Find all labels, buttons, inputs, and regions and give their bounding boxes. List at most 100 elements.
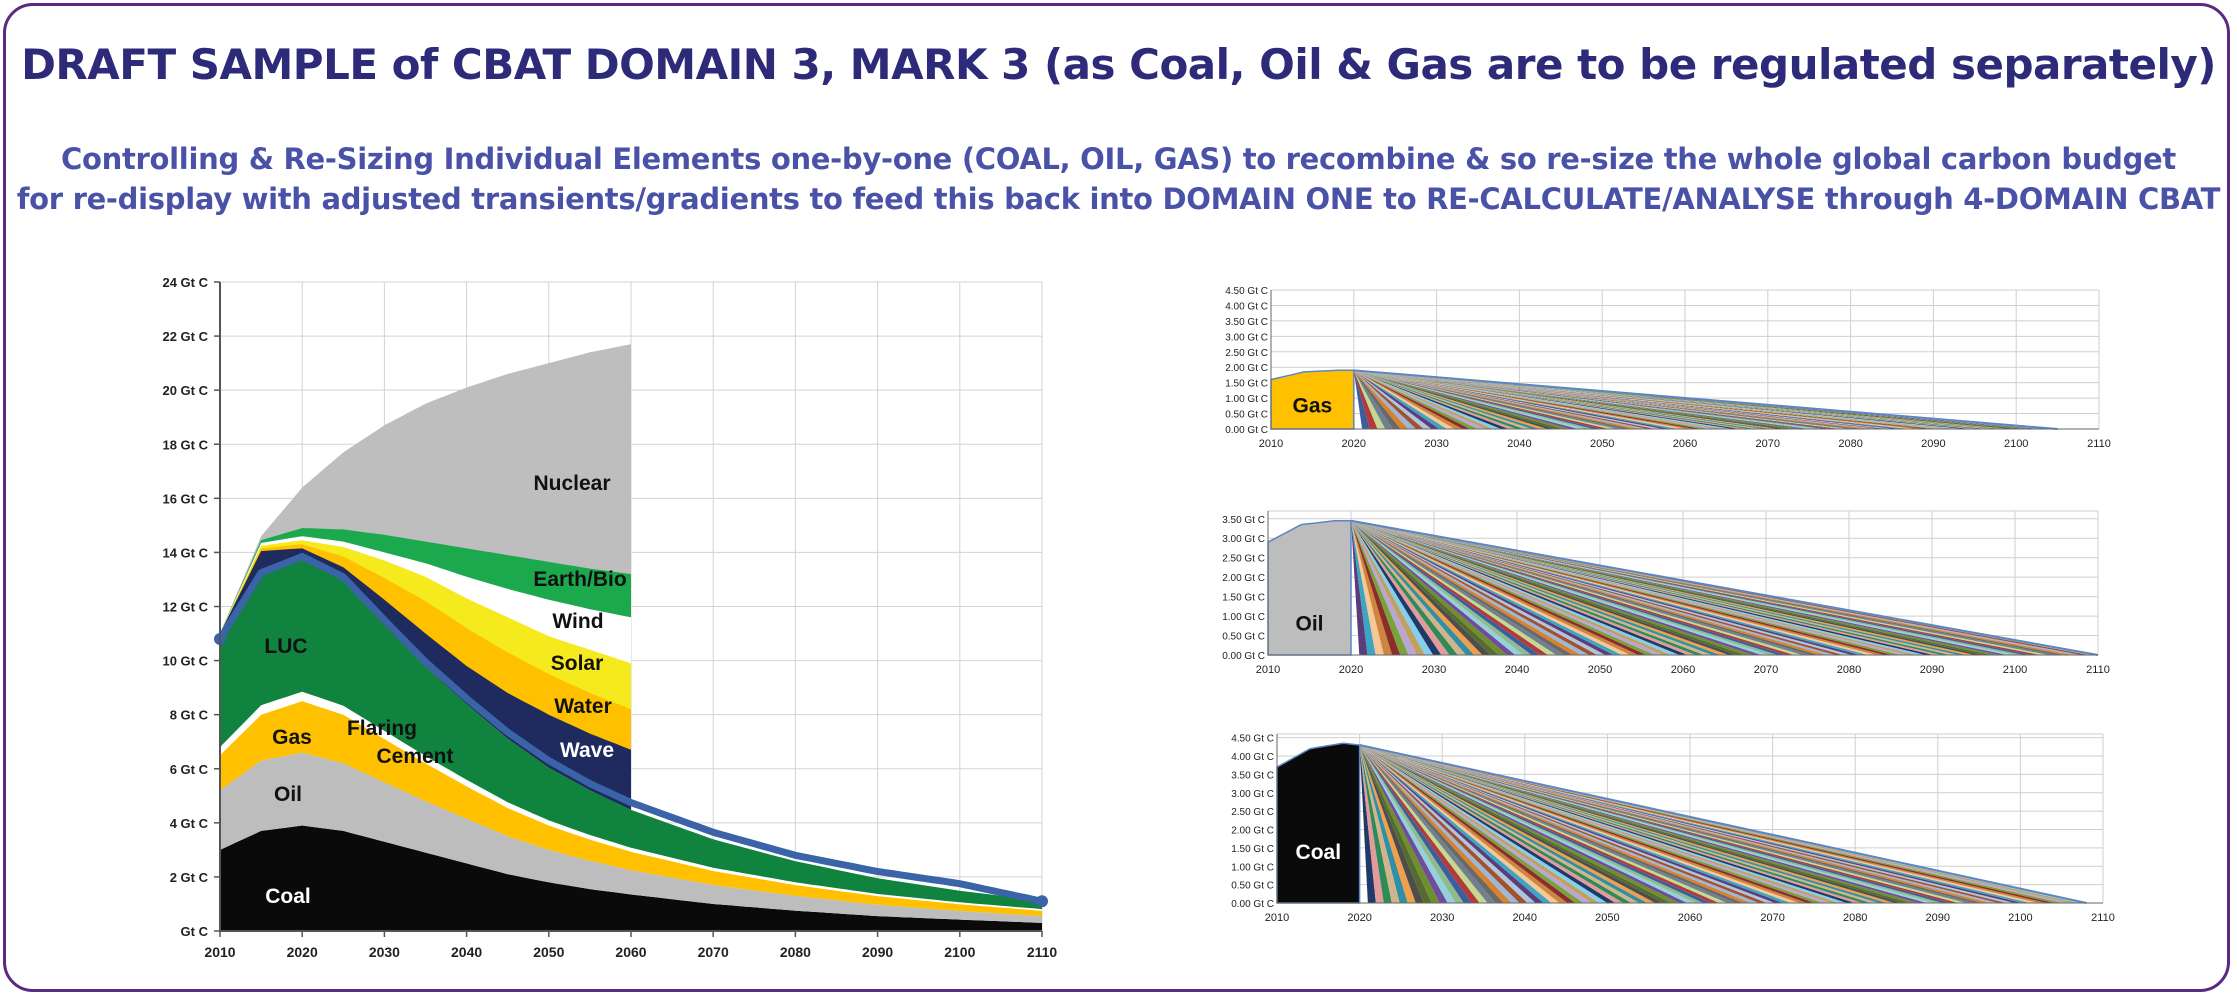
x-tick-label: 2060	[615, 944, 646, 960]
fan-wedge	[1351, 520, 1425, 655]
x-tick-label: 2080	[1838, 438, 1862, 450]
x-tick-label: 2110	[2086, 664, 2110, 676]
fan-wedge	[1351, 520, 1713, 655]
fan-wedge	[1359, 745, 1831, 903]
series-label-water: Water	[554, 695, 612, 718]
fan-wedge	[1353, 370, 1571, 429]
fan-wedge	[1359, 745, 1424, 903]
fan-wedge	[1351, 520, 1852, 655]
total-line-end-marker	[1036, 895, 1048, 908]
x-tick-label: 2060	[1678, 912, 1702, 924]
x-tick-label: 2010	[1259, 438, 1283, 450]
fan-wedge	[1353, 370, 1734, 429]
fan-wedge	[1351, 520, 1893, 655]
fan-wedge	[1351, 520, 1918, 655]
x-tick-label: 2060	[1671, 664, 1695, 676]
x-tick-label: 2090	[1926, 912, 1950, 924]
x-tick-label: 2100	[2008, 912, 2032, 924]
y-tick-label: 2.00 Gt C	[1222, 573, 1265, 584]
fan-wedge	[1351, 520, 1885, 655]
x-tick-label: 2050	[1595, 912, 1619, 924]
x-tick-label: 2010	[1265, 912, 1289, 924]
fan-wedge	[1353, 370, 1656, 429]
fan-wedge	[1359, 745, 1432, 903]
series-label-oil: Oil	[274, 783, 302, 806]
x-tick-label: 2100	[2004, 438, 2028, 450]
y-tick-label: 3.50 Gt C	[1222, 515, 1265, 526]
fan-envelope-line	[1350, 519, 2099, 656]
fan-wedge	[1353, 370, 1772, 429]
y-tick-label: 3.50 Gt C	[1225, 317, 1268, 328]
y-tick-label: 3.00 Gt C	[1222, 534, 1265, 545]
y-tick-label: 3.50 Gt C	[1231, 770, 1274, 781]
fan-wedge	[1351, 520, 1754, 655]
fan-wedge	[1351, 520, 1598, 655]
fan-wedge	[1353, 370, 1587, 429]
fan-wedge	[1353, 370, 1370, 429]
total-emissions-line	[216, 552, 1046, 905]
oil-fan-chart	[1267, 510, 2099, 656]
x-tick-label: 2060	[1673, 438, 1697, 450]
x-tick-label: 2020	[1342, 438, 1366, 450]
fan-wedge	[1359, 745, 2007, 903]
area-coal	[220, 825, 1042, 931]
x-tick-label: 2100	[944, 944, 975, 960]
x-tick-label: 2030	[1422, 664, 1446, 676]
y-tick-label: 2 Gt C	[170, 870, 209, 885]
y-tick-label: 3.00 Gt C	[1231, 789, 1274, 800]
fan-wedge	[1353, 370, 1517, 429]
fan-wedge	[1359, 745, 1504, 903]
oil-history-area	[1267, 519, 1352, 656]
fan-wedge	[1353, 370, 1919, 429]
x-tick-label: 2050	[1588, 664, 1612, 676]
fan-wedge	[1351, 520, 2025, 655]
y-tick-label: 2.50 Gt C	[1225, 348, 1268, 359]
y-tick-label: 8 Gt C	[170, 708, 209, 723]
fan-wedge	[1351, 520, 1590, 655]
series-label-wave: Wave	[560, 739, 614, 762]
x-tick-label: 2110	[2087, 438, 2111, 450]
fan-wedge	[1359, 745, 1672, 903]
fan-wedge	[1359, 745, 2047, 903]
y-tick-label: 2.00 Gt C	[1231, 826, 1274, 837]
x-tick-label: 2110	[1027, 944, 1058, 960]
x-tick-label: 2030	[1430, 912, 1454, 924]
fan-wedge	[1351, 520, 1458, 655]
gas-series-label: Gas	[1293, 394, 1333, 417]
x-tick-label: 2050	[533, 944, 564, 960]
y-tick-label: 1.00 Gt C	[1225, 394, 1268, 405]
fan-wedge	[1351, 520, 1746, 655]
series-label-luc: LUC	[264, 635, 307, 658]
fan-wedge	[1353, 370, 1509, 429]
x-tick-label: 2080	[1843, 912, 1867, 924]
fan-wedge	[1351, 520, 1770, 655]
fan-wedge	[1353, 370, 1525, 429]
fan-wedge	[1359, 745, 1752, 903]
fan-wedge	[1359, 745, 1464, 903]
x-tick-label: 2030	[369, 944, 400, 960]
fan-wedge	[1353, 370, 1378, 429]
fan-wedge	[1359, 745, 1887, 903]
y-tick-label: 4 Gt C	[170, 816, 209, 831]
x-tick-label: 2090	[862, 944, 893, 960]
fan-wedge	[1351, 520, 1622, 655]
x-tick-label: 2020	[1347, 912, 1371, 924]
fan-wedge	[1353, 370, 1934, 429]
y-tick-label: 2.50 Gt C	[1222, 554, 1265, 565]
x-tick-label: 2020	[287, 944, 318, 960]
x-tick-label: 2040	[1505, 664, 1529, 676]
y-tick-label: 0.00 Gt C	[1225, 425, 1268, 436]
fan-wedge	[1359, 745, 1712, 903]
fan-wedge	[1359, 745, 1871, 903]
x-tick-label: 2040	[1507, 438, 1531, 450]
y-tick-label: 18 Gt C	[162, 437, 208, 452]
x-tick-label: 2070	[1754, 664, 1778, 676]
coal-series-label: Coal	[1296, 841, 1342, 864]
y-tick-label: 0.00 Gt C	[1231, 899, 1274, 910]
series-label-earth-bio: Earth/Bio	[533, 568, 626, 591]
area-oil	[220, 752, 1042, 923]
subtitle-line-1: Controlling & Re-Sizing Individual Eleme…	[61, 142, 2176, 176]
coal-fan-chart	[1276, 733, 2104, 904]
x-tick-label: 2070	[1756, 438, 1780, 450]
fan-wedge	[1353, 370, 1386, 429]
